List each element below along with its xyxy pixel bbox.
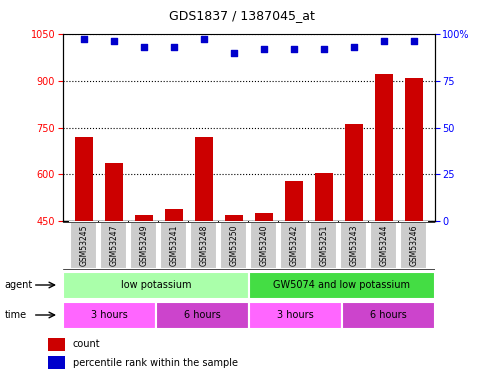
Text: low potassium: low potassium — [121, 280, 191, 290]
Text: count: count — [73, 339, 100, 349]
Bar — [63, 302, 156, 328]
Bar — [405, 78, 423, 221]
Point — [380, 38, 387, 44]
Text: GSM53249: GSM53249 — [139, 225, 148, 266]
Text: time: time — [5, 310, 27, 320]
Text: GSM53245: GSM53245 — [79, 225, 88, 266]
Point — [110, 38, 118, 44]
Bar — [100, 222, 128, 269]
Point — [170, 44, 178, 50]
Bar — [249, 302, 342, 328]
Text: GDS1837 / 1387045_at: GDS1837 / 1387045_at — [169, 9, 314, 22]
Bar — [48, 338, 65, 351]
Bar — [249, 272, 435, 298]
Point — [410, 38, 418, 44]
Bar — [285, 181, 303, 221]
Bar — [375, 74, 393, 221]
Text: 6 hours: 6 hours — [370, 310, 407, 320]
Bar — [342, 302, 435, 328]
Text: GSM53251: GSM53251 — [319, 225, 328, 266]
Text: 3 hours: 3 hours — [277, 310, 313, 320]
Bar — [63, 272, 249, 298]
Text: 3 hours: 3 hours — [91, 310, 128, 320]
Point — [200, 36, 208, 42]
Text: GSM53242: GSM53242 — [289, 225, 298, 266]
Bar — [156, 302, 249, 328]
Bar — [220, 222, 247, 269]
Bar — [190, 222, 217, 269]
Bar — [48, 356, 65, 369]
Point — [140, 44, 148, 50]
Bar — [400, 222, 427, 269]
Point — [350, 44, 357, 50]
Bar — [255, 213, 273, 221]
Bar — [280, 222, 307, 269]
Point — [230, 50, 238, 55]
Text: GW5074 and low potassium: GW5074 and low potassium — [273, 280, 410, 290]
Bar — [135, 215, 153, 221]
Bar — [370, 222, 397, 269]
Point — [290, 46, 298, 52]
Text: GSM53250: GSM53250 — [229, 225, 238, 266]
Bar — [310, 222, 337, 269]
Bar — [340, 222, 367, 269]
Bar — [225, 215, 243, 221]
Bar — [71, 222, 97, 269]
Text: GSM53240: GSM53240 — [259, 225, 268, 266]
Text: GSM53243: GSM53243 — [349, 225, 358, 266]
Text: percentile rank within the sample: percentile rank within the sample — [73, 358, 238, 368]
Bar — [75, 137, 93, 221]
Text: GSM53248: GSM53248 — [199, 225, 208, 266]
Bar — [160, 222, 187, 269]
Bar — [165, 209, 183, 221]
Bar — [315, 173, 333, 221]
Bar — [250, 222, 277, 269]
Text: GSM53244: GSM53244 — [379, 225, 388, 266]
Bar — [105, 164, 123, 221]
Point — [320, 46, 327, 52]
Bar — [195, 137, 213, 221]
Text: GSM53247: GSM53247 — [109, 225, 118, 266]
Bar — [345, 124, 363, 221]
Text: agent: agent — [5, 280, 33, 290]
Bar — [130, 222, 157, 269]
Text: GSM53241: GSM53241 — [169, 225, 178, 266]
Point — [260, 46, 268, 52]
Point — [80, 36, 87, 42]
Text: GSM53246: GSM53246 — [409, 225, 418, 266]
Text: 6 hours: 6 hours — [184, 310, 221, 320]
